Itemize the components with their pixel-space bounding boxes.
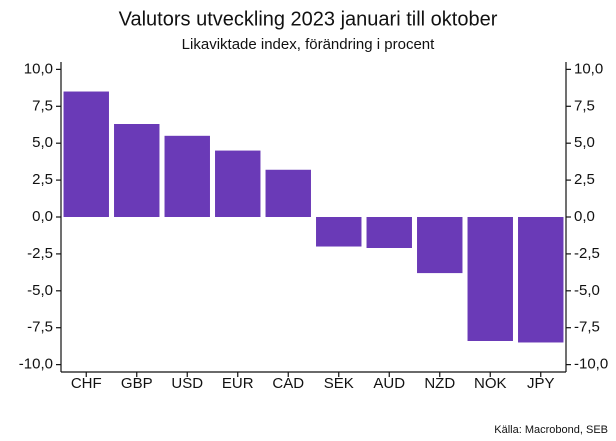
y2-tick-label: -7,5 bbox=[574, 319, 600, 336]
x-tick-label: JPY bbox=[527, 375, 555, 392]
x-tick-label: NOK bbox=[474, 375, 507, 392]
x-tick-label: NZD bbox=[424, 375, 455, 392]
y2-tick-label: -10,0 bbox=[574, 356, 608, 373]
x-tick-label: GBP bbox=[121, 375, 153, 392]
y2-tick-label: 2,5 bbox=[574, 171, 595, 188]
y2-tick-label: -5,0 bbox=[574, 282, 600, 299]
y-tick-label: -7,5 bbox=[27, 319, 53, 336]
y-tick-label: -2,5 bbox=[27, 245, 53, 262]
x-tick-label: CAD bbox=[272, 375, 304, 392]
bar bbox=[265, 169, 311, 217]
y-tick-label: -10,0 bbox=[19, 356, 53, 373]
y-tick-label: 0,0 bbox=[32, 208, 53, 225]
y-tick-label: 5,0 bbox=[32, 134, 53, 151]
y-tick-label: -5,0 bbox=[27, 282, 53, 299]
y2-tick-label: 0,0 bbox=[574, 208, 595, 225]
chart-title: Valutors utveckling 2023 januari till ok… bbox=[119, 8, 498, 30]
bar bbox=[114, 124, 160, 217]
y2-tick-label: -2,5 bbox=[574, 245, 600, 262]
y2-tick-label: 10,0 bbox=[574, 60, 603, 77]
bar bbox=[467, 217, 513, 341]
bar bbox=[316, 217, 362, 247]
source-note: Källa: Macrobond, SEB bbox=[494, 424, 608, 436]
bar bbox=[518, 217, 564, 343]
y2-tick-label: 5,0 bbox=[574, 134, 595, 151]
bar bbox=[215, 150, 261, 217]
y2-tick-label: 7,5 bbox=[574, 97, 595, 114]
x-tick-label: USD bbox=[171, 375, 203, 392]
y-tick-label: 7,5 bbox=[32, 97, 53, 114]
x-tick-label: CHF bbox=[71, 375, 102, 392]
x-tick-label: SEK bbox=[324, 375, 354, 392]
bar bbox=[366, 217, 412, 248]
bar bbox=[417, 217, 463, 274]
y-tick-label: 2,5 bbox=[32, 171, 53, 188]
x-tick-label: EUR bbox=[222, 375, 254, 392]
y-tick-label: 10,0 bbox=[24, 60, 53, 77]
bar bbox=[63, 91, 109, 217]
bar bbox=[164, 135, 210, 217]
x-tick-label: AUD bbox=[373, 375, 405, 392]
chart-subtitle: Likaviktade index, förändring i procent bbox=[182, 36, 435, 53]
